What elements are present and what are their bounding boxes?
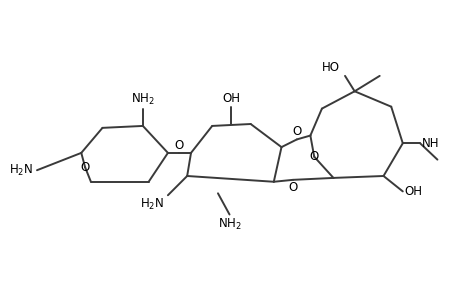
Text: OH: OH [404, 185, 422, 198]
Text: O: O [80, 161, 90, 174]
Text: O: O [288, 181, 297, 194]
Text: H$_2$N: H$_2$N [140, 197, 164, 212]
Text: NH$_2$: NH$_2$ [131, 92, 155, 107]
Text: HO: HO [321, 61, 340, 74]
Text: H$_2$N: H$_2$N [9, 163, 33, 178]
Text: OH: OH [222, 92, 240, 105]
Text: O: O [174, 139, 184, 152]
Text: O: O [291, 125, 301, 138]
Text: O: O [309, 150, 318, 163]
Text: NH: NH [421, 137, 439, 150]
Text: NH$_2$: NH$_2$ [217, 216, 241, 232]
